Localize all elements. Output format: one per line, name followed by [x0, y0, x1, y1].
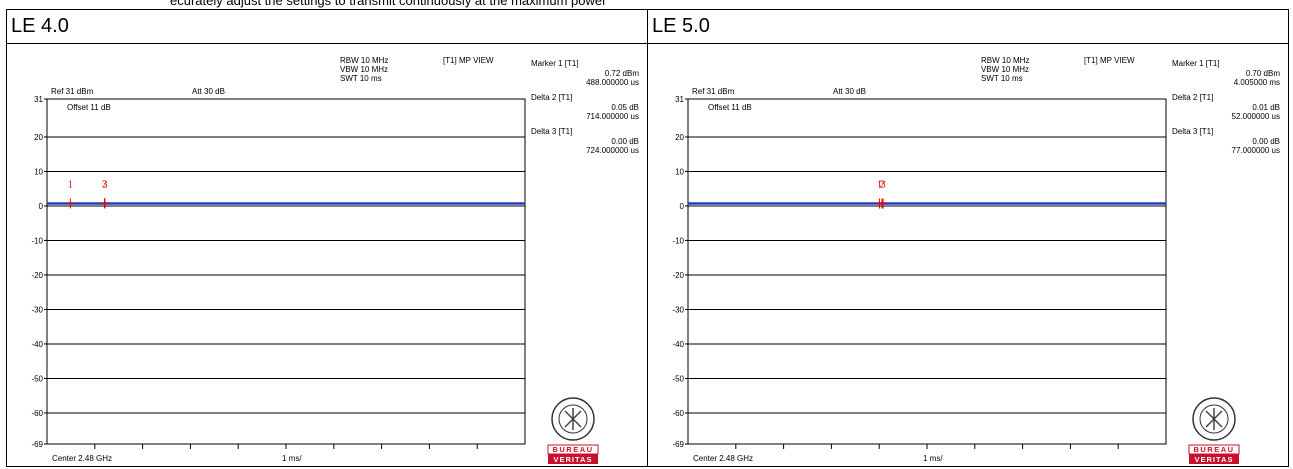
panel-header: LE 4.0 — [7, 10, 647, 44]
logo-top-text: BUREAU — [1193, 445, 1234, 454]
marker-readout-level: 0.00 dB — [611, 137, 639, 146]
marker-readout-label: Marker 1 [T1] — [531, 59, 579, 68]
logo-bottom-band — [1189, 454, 1239, 464]
attenuation-label: Att 30 dB — [833, 87, 866, 96]
y-tick-label: -60 — [31, 409, 43, 418]
panel-title: LE 5.0 — [652, 15, 710, 37]
ref-level-label: Ref 31 dBm — [692, 87, 735, 96]
rbw-label: RBW 10 MHz — [981, 56, 1029, 65]
marker-label: 1 — [877, 180, 882, 191]
spectrum-plot-le50: 31 20 10 0 -10 -20 -30 -40 -50 -60 -69 Ref 31 dBm At… — [672, 56, 1281, 464]
marker-readout-time: 714.000000 us — [586, 112, 639, 121]
y-tick-label: 0 — [680, 202, 685, 211]
y-tick-label: -30 — [672, 305, 684, 314]
marker-readout-label: Delta 3 [T1] — [1172, 127, 1213, 136]
marker-readout-label: Delta 3 [T1] — [531, 127, 572, 136]
offset-label: Offset 11 dB — [67, 103, 111, 112]
rbw-label: RBW 10 MHz — [340, 56, 388, 65]
marker-readout-time: 724.000000 us — [586, 146, 639, 155]
offset-label: Offset 11 dB — [708, 103, 752, 112]
y-tick-label: -20 — [31, 271, 43, 280]
trace-mode-label: [T1] MP VIEW — [1084, 56, 1135, 65]
attenuation-label: Att 30 dB — [192, 87, 225, 96]
vbw-label: VBW 10 MHz — [981, 65, 1029, 74]
center-frequency-label: Center 2.48 GHz — [693, 454, 753, 463]
y-tick-label: -50 — [31, 374, 43, 383]
panel-le50: LE 5.0 31 20 10 0 -10 -20 -30 -40 -50 -60 -69 Ref 3… — [647, 9, 1289, 467]
marker-readout-label: Delta 2 [T1] — [531, 93, 572, 102]
y-tick-label: -69 — [31, 440, 43, 449]
logo-emblem-icon — [1205, 408, 1223, 430]
y-tick-label: -40 — [672, 340, 684, 349]
marker-label: 2 — [879, 180, 884, 191]
marker-readout-label: Delta 2 [T1] — [1172, 93, 1213, 102]
marker-readout-time: 488.000000 us — [586, 78, 639, 87]
panel-le40: LE 4.0 31 20 10 0 -10 -20 -30 -40 -50 -60 -69 Ref 3… — [6, 9, 648, 467]
ref-level-label: Ref 31 dBm — [51, 87, 94, 96]
marker-readout-label: Marker 1 [T1] — [1172, 59, 1220, 68]
span-per-division-label: 1 ms/ — [282, 454, 302, 463]
span-per-division-label: 1 ms/ — [923, 454, 943, 463]
marker-readout-level: 0.05 dB — [611, 103, 639, 112]
y-tick-label: 20 — [675, 133, 684, 142]
sweep-time-label: SWT 10 ms — [340, 74, 382, 83]
logo-bottom-text: VERITAS — [1195, 455, 1234, 464]
y-tick-label: -40 — [31, 340, 43, 349]
logo-bottom-band — [548, 454, 598, 464]
marker-readout-level: 0.00 dB — [1252, 137, 1280, 146]
y-tick-label: 20 — [34, 133, 43, 142]
y-tick-label: -20 — [672, 271, 684, 280]
marker-label: 3 — [881, 180, 886, 191]
marker-readout-time: 77.000000 us — [1232, 146, 1281, 155]
trace-mode-label: [T1] MP VIEW — [443, 56, 494, 65]
marker-readout-level: 0.72 dBm — [605, 69, 640, 78]
logo-emblem-icon — [564, 408, 582, 430]
plot-frame — [687, 98, 1167, 445]
y-tick-label: 10 — [34, 167, 43, 176]
y-tick-label: -10 — [672, 236, 684, 245]
y-tick-label: -69 — [672, 440, 684, 449]
y-tick-label: 31 — [34, 95, 43, 104]
marker-label: 1 — [68, 179, 73, 190]
marker-readout-level: 0.70 dBm — [1246, 69, 1281, 78]
marker-label: 3 — [102, 179, 107, 190]
center-frequency-label: Center 2.48 GHz — [52, 454, 112, 463]
panel-title: LE 4.0 — [11, 15, 69, 37]
y-tick-label: 0 — [39, 202, 44, 211]
marker-readout-time: 4.005000 ms — [1234, 78, 1280, 87]
y-tick-label: 10 — [675, 167, 684, 176]
logo-bottom-text: VERITAS — [554, 455, 593, 464]
y-tick-label: -60 — [672, 409, 684, 418]
marker-label: 2 — [102, 179, 107, 190]
cropped-text-line: ecurately adjust the settings to transmi… — [0, 0, 1293, 9]
plot-frame — [46, 98, 526, 445]
marker-readout-level: 0.01 dB — [1252, 103, 1280, 112]
vbw-label: VBW 10 MHz — [340, 65, 388, 74]
sweep-time-label: SWT 10 ms — [981, 74, 1023, 83]
y-tick-label: -30 — [31, 305, 43, 314]
y-tick-label: -50 — [672, 374, 684, 383]
marker-readout-time: 52.000000 us — [1232, 112, 1281, 121]
y-tick-label: 31 — [675, 95, 684, 104]
y-tick-label: -10 — [31, 236, 43, 245]
logo-top-text: BUREAU — [552, 445, 593, 454]
cropped-text: ecurately adjust the settings to transmi… — [170, 0, 607, 8]
panel-header: LE 5.0 — [648, 10, 1288, 44]
